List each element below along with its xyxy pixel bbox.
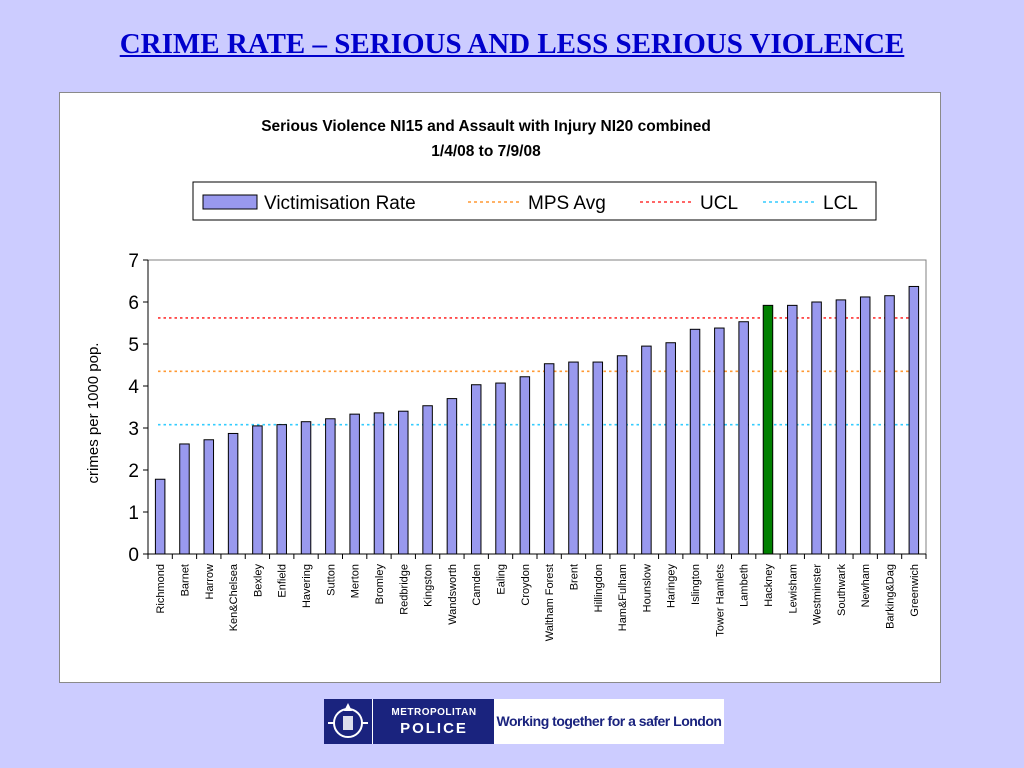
bar-richmond [154,478,166,555]
legend-label-mps-avg: MPS Avg [528,193,606,214]
x-tick-label: Camden [471,564,483,606]
bar-tower-hamlets [714,327,725,555]
legend: Victimisation Rate MPS Avg UCL LCL [192,181,877,221]
y-tick-label: 0 [128,545,139,566]
x-tick-label: Bexley [252,564,264,598]
bar-enfield [276,424,287,555]
x-tick-label: Hackney [763,564,775,607]
x-tick-label: Westminster [812,564,824,625]
bar-hounslow [641,345,652,555]
police-crest-icon [324,699,372,744]
bar-lewisham [787,304,798,555]
bar-westminster [811,301,822,555]
bar-redbridge [398,410,409,555]
bar-ealing [495,382,506,555]
slide-title: CRIME RATE – SERIOUS AND LESS SERIOUS VI… [119,28,905,60]
x-tick-label: Lambeth [739,564,751,607]
legend-label-lcl: LCL [823,193,858,214]
bar-merton [349,413,360,555]
x-tick-label: Barking&Dag [885,564,897,629]
y-tick-label: 3 [128,419,139,440]
bar-southwark [835,299,847,555]
bar-bexley [252,425,263,555]
bar-barnet [179,443,190,555]
bar-lambeth [738,321,749,555]
chart-subtitle: 1/4/08 to 7/9/08 [431,143,541,160]
x-tick-label: Ham&Fulham [617,564,629,631]
x-tick-label: Harrow [204,564,216,600]
x-tick-label: Ken&Chelsea [228,563,240,631]
bar-wandsworth [446,398,458,555]
y-axis-label: crimes per 1000 pop. [85,343,102,484]
legend-swatch-victimisation-rate [202,194,258,210]
legend-label-victimisation-rate: Victimisation Rate [264,193,416,214]
x-tick-label: Kingston [423,564,435,607]
chart-frame: Serious Violence NI15 and Assault with I… [59,92,941,683]
bar-newham [859,296,871,555]
legend-label-ucl: UCL [700,193,738,214]
plot-border [147,259,927,555]
x-tick-label: Merton [350,564,362,598]
x-tick-label: Southwark [836,564,848,616]
bar-havering [300,421,312,555]
x-tick-label: Newham [860,564,872,607]
x-tick-label: Redbridge [398,564,410,615]
bar-bromley [373,412,385,555]
y-tick-label: 7 [128,251,139,272]
bar-ken-chelsea [227,432,239,555]
bar-chart: Serious Violence NI15 and Assault with I… [85,118,927,641]
x-tick-label: Haringey [666,564,678,609]
y-tick-label: 5 [128,335,139,356]
x-tick-label: Tower Hamlets [714,564,726,637]
bar-kingston [422,405,433,555]
bar-camden [470,384,482,555]
x-tick-label: Hillingdon [593,564,605,612]
x-tick-label: Ealing [496,564,508,595]
y-tick-label: 4 [128,377,139,398]
x-tick-label: Enfield [277,564,289,598]
bar-hackney [762,304,774,555]
plot-area: 0 1 2 3 4 5 6 7 Richmond Barnet Harrow Ken&Chelsea B… [128,251,927,641]
x-tick-label: Lewisham [787,564,799,614]
y-tick-label: 2 [128,461,139,482]
y-tick-label: 6 [128,293,139,314]
x-tick-label: Greenwich [909,564,921,617]
x-tick-label: Hounslow [641,564,653,612]
legend-box [192,181,877,221]
bar-hillingdon [592,361,604,555]
bar-brent [568,361,579,555]
bar-sutton [325,418,336,555]
metropolitan-police-logo: METROPOLITAN POLICE Working together for… [324,699,724,744]
x-tick-label: Bromley [374,564,386,605]
x-tick-label: Barnet [179,564,191,596]
x-tick-label: Richmond [155,564,167,614]
y-tick-label: 1 [128,503,139,524]
logo-line-1: METROPOLITAN [391,707,477,718]
bar-harrow [203,439,215,555]
logo-name: METROPOLITAN POLICE [372,699,495,744]
x-tick-label: Islington [690,564,702,605]
bar-haringey [665,342,676,555]
x-tick-label: Croydon [520,564,532,606]
x-tick-label: Wandsworth [447,564,459,625]
logo-line-2: POLICE [400,720,468,737]
x-tick-label: Havering [301,564,313,608]
x-tick-label: Brent [568,564,580,590]
bar-barking-dag [884,295,895,555]
bar-islington [689,328,701,555]
bar-waltham-forest [543,363,555,555]
chart-title: Serious Violence NI15 and Assault with I… [261,118,711,135]
x-tick-label: Waltham Forest [544,564,556,641]
logo-slogan: Working together for a safer London [494,699,724,744]
x-tick-label: Sutton [325,564,337,596]
bar-croydon [519,376,531,555]
bar-ham-fulham [616,355,628,555]
bar-greenwich [908,285,920,555]
